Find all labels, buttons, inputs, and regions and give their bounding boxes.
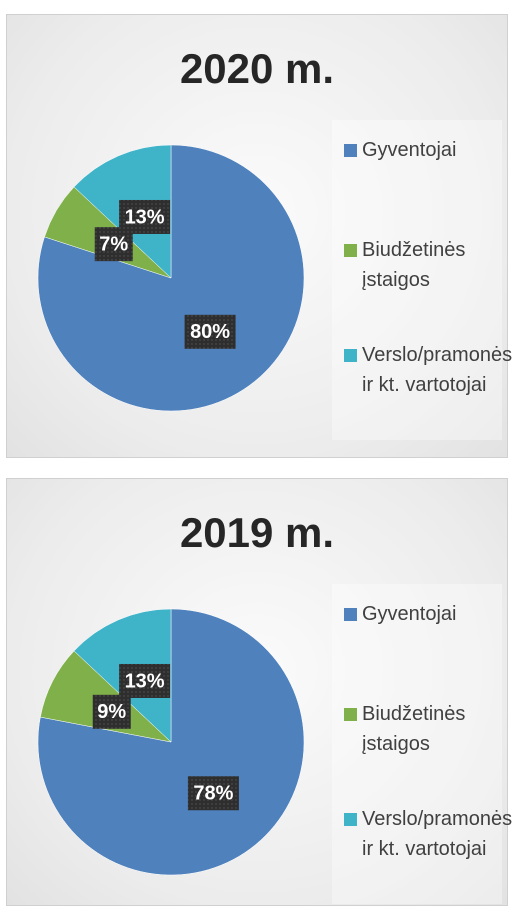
chart-title: 2020 m.: [179, 45, 335, 92]
legend-entry: Gyventojai: [342, 599, 515, 629]
legend-entry: Verslo/pramonės ir kt. vartotojai: [342, 340, 515, 400]
legend-text: Verslo/pramonės ir kt. vartotojai: [362, 344, 513, 396]
legend: Gyventojai Biudžetinės įstaigos Verslo/pra…: [332, 120, 512, 440]
legend-entry: Biudžetinės įstaigos: [342, 235, 515, 295]
pie-area: 78% 9% 13%: [37, 608, 305, 876]
value-label-bg: [92, 694, 131, 729]
legend-text: Gyventojai: [362, 139, 457, 161]
value-label: 78%: [193, 783, 233, 805]
legend-swatch: [344, 144, 357, 157]
legend-swatch: [344, 349, 357, 362]
value-label-bg: [119, 663, 171, 698]
value-label-bg: [119, 199, 171, 234]
value-label-bg: [187, 776, 239, 811]
legend-text: Gyventojai: [362, 603, 457, 625]
chart: 2019 m. 78% 9% 13% Gyventojai Biudžetinės įst…: [6, 478, 512, 906]
legend-text: Biudžetinės įstaigos: [362, 703, 466, 755]
legend-entry: Biudžetinės įstaigos: [342, 699, 515, 759]
legend-swatch: [344, 608, 357, 621]
legend-entry: Gyventojai: [342, 135, 515, 165]
value-label: 13%: [125, 670, 165, 692]
legend-text: Verslo/pramonės ir kt. vartotojai: [362, 808, 513, 860]
legend-text: Biudžetinės įstaigos: [362, 239, 466, 291]
pie-area: 80% 7% 13%: [37, 144, 305, 412]
value-label: 80%: [190, 321, 230, 343]
legend-swatch: [344, 708, 357, 721]
legend-swatch: [344, 813, 357, 826]
legend-entry: Verslo/pramonės ir kt. vartotojai: [342, 804, 515, 864]
value-label: 7%: [99, 233, 128, 255]
value-label-bg: [184, 314, 236, 349]
chart-title: 2019 m.: [179, 509, 335, 556]
value-label: 13%: [125, 206, 165, 228]
value-label: 9%: [97, 701, 126, 723]
legend-swatch: [344, 244, 357, 257]
chart: 2020 m. 80% 7% 13% Gyventojai Biudžetinės įst…: [6, 14, 512, 458]
legend: Gyventojai Biudžetinės įstaigos Verslo/pra…: [332, 584, 512, 904]
